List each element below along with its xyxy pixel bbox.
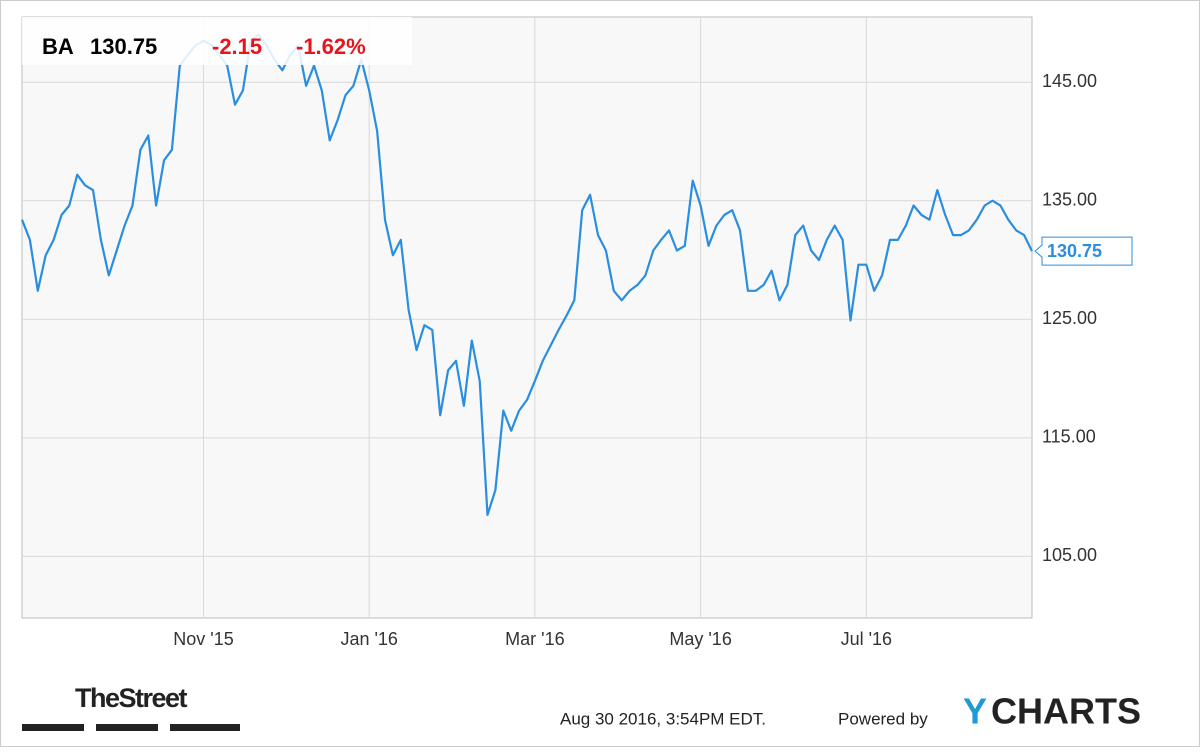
brand-bar: [96, 724, 158, 731]
brand-bar: [22, 724, 84, 731]
last-value-label: 130.75: [1047, 241, 1102, 261]
powered-by: Powered by: [838, 709, 928, 728]
y-tick-label: 125.00: [1042, 308, 1097, 328]
plot-area: [21, 16, 1033, 619]
timestamp: Aug 30 2016, 3:54PM EDT.: [560, 709, 766, 728]
last-value-box: [1034, 236, 1133, 266]
header-box: [22, 17, 412, 65]
y-tick-label: 135.00: [1042, 189, 1097, 209]
x-tick-label: Jul '16: [841, 629, 892, 649]
y-tick-label: 115.00: [1042, 427, 1096, 447]
brand: TheStreet: [75, 683, 188, 713]
ticker: BA: [42, 34, 74, 59]
y-tick-label: 145.00: [1042, 71, 1097, 91]
y-tick-label: 105.00: [1042, 545, 1097, 565]
x-tick-label: Mar '16: [505, 629, 564, 649]
change-percent: -1.62%: [296, 34, 366, 59]
x-tick-label: Nov '15: [173, 629, 233, 649]
logo-y: Y: [963, 691, 987, 732]
logo-rest: CHARTS: [991, 691, 1141, 732]
brand-bar: [170, 724, 240, 731]
price: 130.75: [90, 34, 157, 59]
change: -2.15: [212, 34, 262, 59]
x-tick-label: Jan '16: [340, 629, 397, 649]
x-tick-label: May '16: [669, 629, 731, 649]
